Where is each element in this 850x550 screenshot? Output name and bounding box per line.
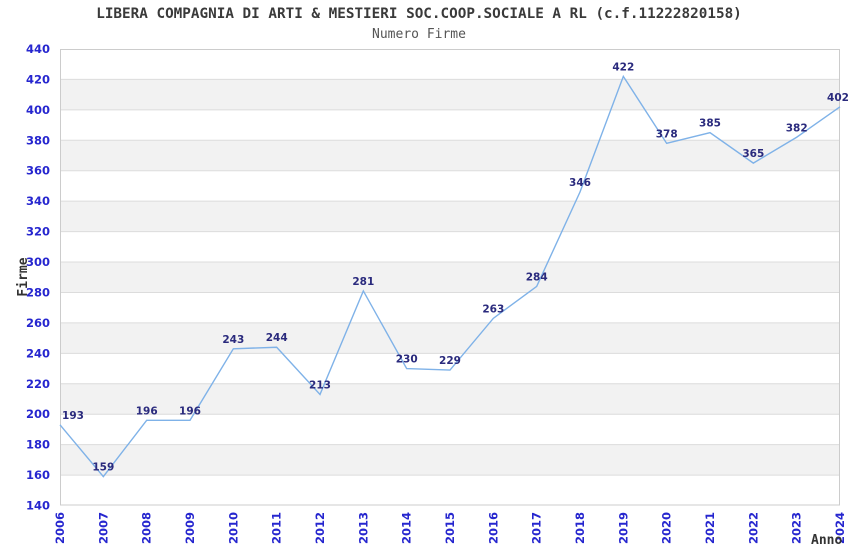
x-tick-label: 2017 (530, 512, 544, 544)
y-tick-label: 240 (26, 346, 50, 360)
y-tick-label: 200 (26, 407, 50, 421)
data-label: 402 (827, 92, 849, 104)
x-axis-title: Anno (811, 533, 843, 548)
grid-band (60, 383, 840, 415)
grid-band (60, 322, 840, 354)
y-tick-label: 420 (26, 72, 50, 86)
data-label: 382 (786, 122, 808, 134)
grid-band (60, 444, 840, 476)
y-tick-label: 300 (26, 255, 50, 269)
y-tick-label: 380 (26, 133, 50, 147)
data-label: 263 (482, 303, 504, 315)
data-label: 281 (352, 276, 374, 288)
grid-band (60, 140, 840, 171)
y-tick-label: 360 (26, 164, 50, 178)
data-label: 193 (62, 410, 84, 422)
x-tick-label: 2024 (833, 512, 847, 544)
x-tick-label: 2014 (400, 512, 414, 544)
series-line (59, 74, 841, 478)
y-tick-label: 280 (26, 285, 50, 299)
grid-band (60, 262, 840, 293)
y-tick-label: 260 (26, 316, 50, 330)
data-label: 378 (656, 128, 678, 140)
y-tick-label: 340 (26, 194, 50, 208)
data-label: 229 (439, 355, 461, 367)
y-tick-label: 320 (26, 225, 50, 239)
y-tick-label: 400 (26, 103, 50, 117)
y-tick-label: 160 (26, 468, 50, 482)
x-tick-label: 2008 (140, 512, 154, 544)
data-label: 346 (569, 177, 591, 189)
data-label: 244 (266, 332, 288, 344)
plot-border (60, 49, 840, 506)
x-tick-label: 2007 (96, 512, 110, 544)
chart-title: LIBERA COMPAGNIA DI ARTI & MESTIERI SOC.… (96, 6, 742, 22)
y-tick-label: 180 (26, 438, 50, 452)
data-label: 422 (612, 61, 634, 73)
data-label: 284 (526, 271, 548, 283)
x-tick-label: 2016 (486, 512, 500, 544)
x-tick-label: 2021 (703, 512, 717, 544)
data-label: 365 (742, 148, 764, 160)
x-tick-label: 2013 (356, 512, 370, 544)
x-tick-label: 2018 (573, 512, 587, 544)
y-tick-label: 220 (26, 377, 50, 391)
data-label: 243 (222, 334, 244, 346)
y-axis-title: Firme (16, 257, 31, 297)
x-tick-label: 2020 (660, 512, 674, 544)
data-label: 385 (699, 118, 721, 130)
grid-band (60, 201, 840, 232)
x-tick-label: 2011 (270, 512, 284, 544)
x-tick-label: 2015 (443, 512, 457, 544)
data-label: 213 (309, 379, 331, 391)
data-label: 159 (92, 462, 114, 474)
data-label: 196 (179, 405, 201, 417)
x-tick-label: 2023 (790, 512, 804, 544)
x-tick-label: 2022 (746, 512, 760, 544)
x-tick-label: 2012 (313, 512, 327, 544)
chart-subtitle: Numero Firme (372, 27, 466, 42)
y-tick-label: 140 (26, 499, 50, 513)
grid-band (60, 79, 840, 110)
x-tick-label: 2006 (53, 512, 67, 544)
x-tick-label: 2009 (183, 512, 197, 544)
x-tick-label: 2019 (616, 512, 630, 544)
x-tick-label: 2010 (226, 512, 240, 544)
data-label: 196 (136, 405, 158, 417)
data-label: 230 (396, 354, 418, 366)
y-tick-label: 440 (26, 42, 50, 56)
